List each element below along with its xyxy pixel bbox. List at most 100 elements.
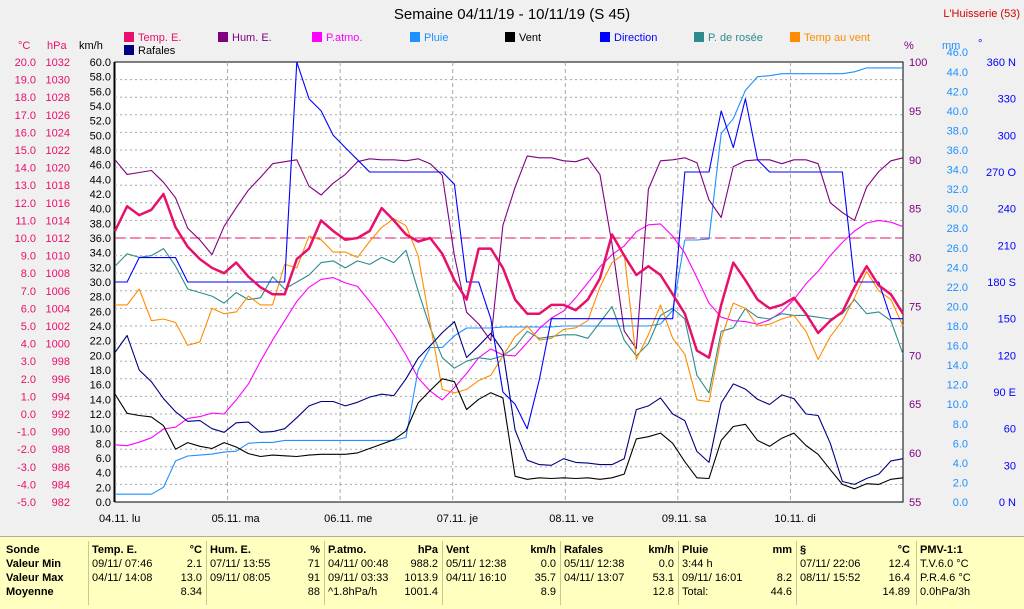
stats-block: Pluie mm 3:44 h 09/11/ 16:01 8.2 Total: 44.6 (682, 543, 792, 599)
stats-header: Pluie mm (682, 543, 792, 557)
pressure-tick-label: 1018 (46, 180, 70, 192)
stats-block: Rafales km/h 05/11/ 12:38 0.0 04/11/ 13:07 53… (564, 543, 674, 599)
pressure-unit: hPa (47, 40, 67, 52)
stats-row: ^1.8hPa/h 1001.4 (328, 585, 438, 599)
direction-tick-label: 300 (998, 130, 1016, 142)
series-line-vent (114, 378, 904, 490)
humidity-tick-label: 60 (909, 448, 921, 460)
stats-text: 07/11/ 13:55 (210, 558, 271, 570)
rain-tick-label: 8.0 (953, 419, 968, 431)
temp-tick-label: 2.0 (21, 374, 36, 386)
rain-tick-label: 2.0 (953, 477, 968, 489)
wind-tick-label: 0.0 (96, 497, 111, 509)
series-line-pluie (115, 67, 903, 495)
wind-tick-label: 22.0 (90, 336, 111, 348)
direction-tick-label: 360 N (987, 57, 1016, 69)
stats-row: 07/11/ 22:06 12.4 (800, 557, 910, 571)
separator (796, 541, 797, 605)
pmv-line: T.V.6.0 °C (920, 558, 969, 570)
separator (916, 541, 917, 605)
pressure-tick-label: 990 (52, 427, 70, 439)
stats-row: 09/11/ 08:05 91 (210, 571, 320, 585)
direction-tick-label: 60 (1004, 424, 1016, 436)
direction-tick-label: 270 O (986, 167, 1016, 179)
pressure-tick-label: 1006 (46, 286, 70, 298)
stats-row: 09/11/ 03:33 1013.9 (328, 571, 438, 585)
stats-value: 8.9 (540, 586, 556, 598)
pressure-tick-label: 1014 (46, 215, 70, 227)
stats-text: Rafales (564, 544, 604, 556)
humidity-tick-label: 55 (909, 497, 921, 509)
wind-tick-label: 32.0 (90, 262, 111, 274)
wind-tick-label: 18.0 (90, 365, 111, 377)
stats-value: % (310, 544, 320, 556)
stats-row: 8.34 (92, 585, 202, 599)
stats-row: 05/11/ 12:38 0.0 (564, 557, 674, 571)
wind-tick-label: 2.0 (96, 482, 111, 494)
legend-item: Temp. E. (124, 32, 181, 44)
stats-text: ^1.8hPa/h (328, 586, 378, 598)
stats-text: Temp. E. (92, 544, 138, 556)
stats-row: 8.9 (446, 585, 556, 599)
wind-tick-label: 6.0 (96, 453, 111, 465)
wind-tick-label: 58.0 (90, 72, 111, 84)
humidity-tick-label: 65 (909, 399, 921, 411)
temp-tick-label: 9.0 (21, 251, 36, 263)
temp-tick-label: -5.0 (17, 497, 36, 509)
stats-value: 53.1 (652, 572, 674, 584)
rain-tick-label: 4.0 (953, 458, 968, 470)
stats-text: 07/11/ 22:06 (800, 558, 861, 570)
rain-tick-label: 46.0 (947, 47, 968, 59)
humidity-tick-label: 85 (909, 204, 921, 216)
wind-tick-label: 44.0 (90, 174, 111, 186)
stats-value: 988.2 (410, 558, 438, 570)
pressure-tick-label: 986 (52, 462, 70, 474)
rain-tick-label: 14.0 (947, 360, 968, 372)
wind-tick-label: 54.0 (90, 101, 111, 113)
temp-tick-label: 15.0 (15, 145, 36, 157)
wind-unit: km/h (79, 40, 103, 52)
wind-tick-label: 10.0 (90, 424, 111, 436)
stats-value: 13.0 (180, 572, 202, 584)
x-tick-label: 06.11. me (324, 513, 372, 525)
separator (88, 541, 89, 605)
humidity-tick-label: 80 (909, 253, 921, 265)
stats-header: Vent km/h (446, 543, 556, 557)
wind-tick-label: 34.0 (90, 248, 111, 260)
direction-tick-label: 90 E (993, 387, 1016, 399)
wind-tick-label: 42.0 (90, 189, 111, 201)
wind-tick-label: 4.0 (96, 468, 111, 480)
stats-row: 12.8 (564, 585, 674, 599)
stats-value: 2.1 (186, 558, 202, 570)
stats-row: Total: 44.6 (682, 585, 792, 599)
rain-tick-label: 28.0 (947, 223, 968, 235)
direction-tick-label: 0 N (999, 497, 1016, 509)
stats-text: 05/11/ 12:38 (564, 558, 625, 570)
stats-text: Pluie (682, 544, 709, 556)
wind-tick-label: 52.0 (90, 116, 111, 128)
stats-value: 8.2 (776, 572, 792, 584)
pressure-tick-label: 1016 (46, 198, 70, 210)
temp-tick-label: 10.0 (15, 233, 36, 245)
direction-tick-label: 240 (998, 204, 1016, 216)
rain-tick-label: 20.0 (947, 301, 968, 313)
pressure-tick-label: 1026 (46, 110, 70, 122)
series-lines (113, 61, 905, 495)
pressure-tick-label: 996 (52, 374, 70, 386)
temp-tick-label: -4.0 (17, 479, 36, 491)
pressure-tick-label: 984 (52, 479, 70, 491)
pressure-tick-label: 1000 (46, 339, 70, 351)
stats-text: Vent (446, 544, 470, 556)
weather-chart: -5.0 -4.0 -3.0 -2.0 -1.0 0.0 1.0 2.0 3.0 4.0 5.0 6.… (15, 47, 1017, 525)
stats-label-min: Valeur Min (6, 558, 62, 570)
stats-text: § (800, 544, 807, 556)
stats-text: 05/11/ 12:38 (446, 558, 507, 570)
stats-label-moyenne: Moyenne (6, 586, 54, 598)
legend-swatch (600, 32, 610, 42)
stats-value: 8.34 (180, 586, 202, 598)
legend-swatch (694, 32, 704, 42)
x-tick-label: 04.11. lu (99, 513, 140, 525)
stats-row: 09/11/ 07:46 2.1 (92, 557, 202, 571)
stats-text: 08/11/ 15:52 (800, 572, 861, 584)
stats-row: 08/11/ 15:52 16.4 (800, 571, 910, 585)
